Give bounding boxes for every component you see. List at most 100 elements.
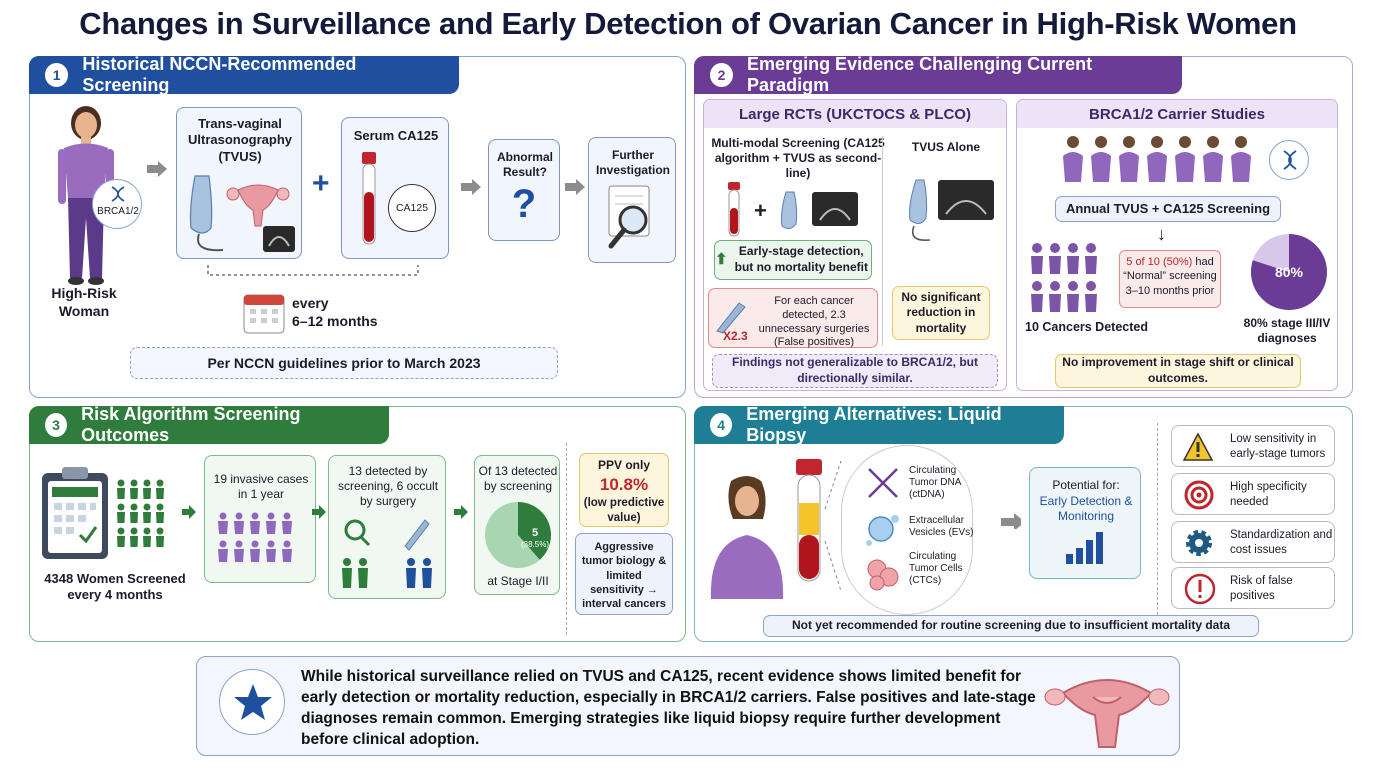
blood-tube-icon: [796, 459, 822, 582]
brca-subpanel: BRCA1/2 Carrier Studies Annual TVUS + CA…: [1016, 99, 1338, 391]
bar-chart-icon: [1066, 532, 1103, 564]
screening-stage-box: Of 13 detected by screening 5 (38.5%) at…: [474, 455, 560, 595]
ultrasound-probe-icon: [909, 179, 994, 242]
detection-icons: [342, 519, 432, 588]
challenge-label: Risk of false positives: [1230, 575, 1293, 602]
down-arrow-icon: ↓: [1157, 224, 1166, 244]
interval-label: 6–12 months: [292, 313, 378, 329]
ultrasound-probe-icon: [189, 175, 295, 252]
clipboard-icon: [42, 467, 108, 559]
of13-label: Of 13 detected by screening: [478, 464, 558, 493]
star-icon: [234, 684, 272, 720]
generalizable-note: Findings not generalizable to BRCA1/2, b…: [712, 354, 998, 388]
question-icon: ?: [511, 182, 537, 226]
guideline-note: Per NCCN guidelines prior to March 2023: [130, 347, 558, 379]
cell-cluster-icon: [867, 559, 899, 591]
pie-value-label: 5: [532, 527, 538, 539]
bracket: [207, 265, 419, 276]
gene-badge-label: BRCA1/2: [97, 206, 139, 217]
panel-2-header: 2 Emerging Evidence Challenging Current …: [694, 54, 1182, 95]
ca125-tube-label: CA125: [388, 184, 436, 232]
panel-historical-screening: 1 Historical NCCN-Recommended Screening …: [29, 54, 686, 398]
panel-emerging-evidence: 2 Emerging Evidence Challenging Current …: [694, 54, 1353, 398]
detected-box: 13 detected by screening, 6 occult by su…: [328, 455, 446, 599]
potential-label: Potential for:: [1052, 478, 1120, 492]
gear-icon: [1186, 530, 1212, 556]
further-label: Further Investigation: [595, 148, 670, 177]
no-reduction-note: No significant reduction in mortality: [892, 286, 990, 340]
ppv-label: PPV only: [597, 458, 650, 472]
rct-subpanel: Large RCTs (UKCTOCS & PLCO) Multi-modal …: [703, 99, 1007, 391]
normal-note-highlight: 5 of 10 (50%): [1126, 256, 1193, 268]
plus-sign: +: [312, 167, 330, 200]
gene-badge: BRCA1/2: [92, 179, 142, 229]
flow-arrow: [565, 179, 585, 195]
tvus-alone-title: TVUS Alone: [911, 140, 981, 154]
uterus-icon: [226, 184, 290, 227]
panel-3-header: 3 Risk Algorithm Screening Outcomes: [29, 404, 389, 445]
analyte-evs: Extracellular Vesicles (EVs): [909, 515, 974, 538]
brca-title: BRCA1/2 Carrier Studies: [1017, 100, 1337, 128]
early-stage-note: ⬆ Early-stage detection, but no mortalit…: [714, 240, 872, 280]
invasive-cases-icon: [218, 512, 292, 562]
detected-label: 13 detected by screening, 6 occult by su…: [337, 464, 439, 508]
woman-label: High-Risk Woman: [51, 285, 117, 319]
vesicle-icon: [866, 515, 899, 546]
potential-box: Potential for: Early Detection & Monitor…: [1029, 467, 1141, 579]
flow-arrow: [147, 161, 167, 177]
dna-icon: [111, 186, 125, 202]
analyte-oval: [841, 445, 973, 615]
svg-text:+: +: [754, 198, 767, 223]
cancer-cases-icon: [1031, 243, 1097, 312]
tvus-label: Trans-vaginal Ultrasonography (TVUS): [187, 116, 292, 164]
invasive-cases-box: 19 invasive cases in 1 year: [204, 455, 316, 583]
divider: [566, 443, 567, 635]
flow-arrow: [312, 505, 326, 519]
cancers-detected-label: 10 Cancers Detected: [1025, 320, 1148, 334]
screened-label: 4348 Women Screened every 4 months: [44, 571, 186, 603]
outcome-note: No improvement in stage shift or clinica…: [1055, 354, 1301, 388]
panel-2-title: Emerging Evidence Challenging Current Pa…: [747, 54, 1093, 95]
challenge-label: High specificity needed: [1230, 481, 1307, 508]
panel-4-title: Emerging Alternatives: Liquid Biopsy: [746, 404, 1002, 445]
page-title: Changes in Surveillance and Early Detect…: [79, 6, 1297, 41]
stage-pie-chart: 80%: [1251, 234, 1328, 310]
panel-3-number: 3: [45, 413, 68, 437]
challenge-specificity: High specificity needed: [1171, 473, 1335, 515]
challenge-label: Standardization and cost issues: [1230, 529, 1333, 556]
normal-note-text: had “Normal” screening 3–10 months prior: [1123, 256, 1217, 297]
multimodal-title: Multi-modal Screening (CA125 algorithm +…: [711, 136, 885, 180]
star-badge: [219, 669, 285, 735]
abnormal-result-box: Abnormal Result? ?: [488, 139, 560, 241]
not-recommended-note: Not yet recommended for routine screenin…: [763, 615, 1259, 637]
further-investigation-box: Further Investigation: [588, 137, 676, 263]
annual-screening-label: Annual TVUS + CA125 Screening: [1055, 196, 1281, 222]
pie-percent-label: 80%: [1275, 264, 1304, 280]
panel-4-number: 4: [710, 413, 733, 437]
patient-icon: [710, 476, 784, 599]
up-arrow-icon: ⬆: [715, 251, 728, 269]
panel-4-header: 4 Emerging Alternatives: Liquid Biopsy: [694, 404, 1064, 445]
early-stage-text: Early-stage detection, but no mortality …: [734, 244, 868, 274]
invasive-label: 19 invasive cases in 1 year: [213, 472, 309, 501]
panel-1-title: Historical NCCN-Recommended Screening: [82, 54, 357, 95]
potential-value: Early Detection & Monitoring: [1039, 494, 1133, 523]
flow-arrow: [1001, 513, 1021, 529]
screened-women-icon: [117, 479, 164, 547]
summary-text: While historical surveillance relied on …: [301, 668, 1036, 748]
bracket-lines: [824, 460, 842, 592]
tvus-box: Trans-vaginal Ultrasonography (TVUS): [176, 107, 302, 259]
divider: [882, 136, 883, 346]
alert-circle-icon: [1184, 573, 1216, 605]
multiplier: X2.3: [723, 329, 748, 343]
panel-1-number: 1: [45, 63, 69, 87]
challenge-label: Low sensitivity in early-stage tumors: [1230, 433, 1326, 460]
aggressive-note: Aggressive tumor biology & limited sensi…: [575, 533, 673, 615]
challenge-standardization: Standardization and cost issues: [1171, 521, 1335, 563]
divider: [1157, 423, 1158, 615]
magnifier-icon: [608, 185, 650, 249]
panel-3-title: Risk Algorithm Screening Outcomes: [81, 404, 301, 445]
scalpel-icon: [716, 302, 746, 334]
flow-arrow: [461, 179, 481, 195]
panel-1-header: 1 Historical NCCN-Recommended Screening: [29, 54, 459, 95]
